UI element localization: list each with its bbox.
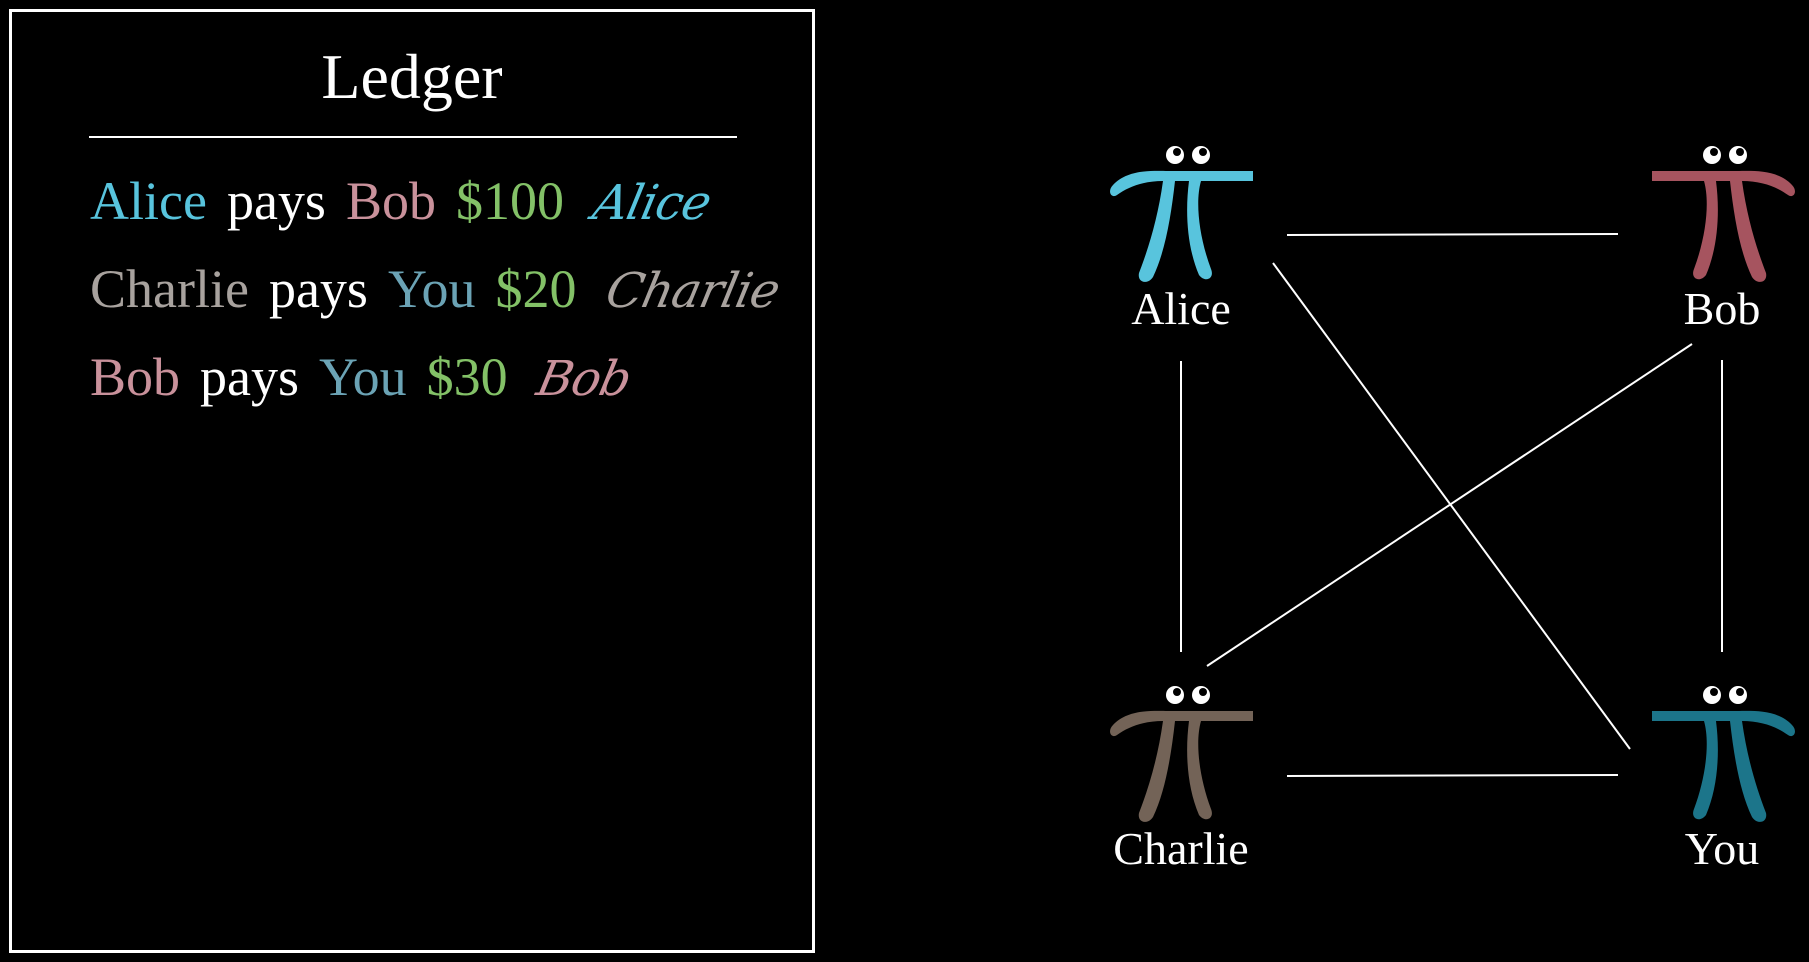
node-charlie — [1110, 686, 1253, 822]
entry-payee: Bob — [345, 171, 436, 231]
edge-alice-bob — [1286, 233, 1619, 236]
ledger-title: Ledger — [321, 41, 503, 112]
pi-creature-icon — [1110, 686, 1253, 822]
node-alice — [1110, 146, 1253, 282]
node-label-charlie: Charlie — [1113, 823, 1249, 874]
entry-amount: $100 — [455, 171, 564, 231]
entry-amount: $30 — [426, 347, 508, 407]
ledger-panel: Ledger Alice pays Bob $100 Alice Charlie… — [9, 9, 815, 953]
entry-verb: pays — [226, 171, 326, 231]
edge-bob-charlie — [1206, 343, 1693, 667]
entry-payee: You — [319, 347, 407, 407]
node-you — [1652, 686, 1795, 822]
entry-payer: Charlie — [90, 259, 249, 319]
entry-payer: Bob — [90, 347, 181, 407]
node-bob — [1652, 146, 1795, 282]
edge-alice-you — [1272, 262, 1631, 750]
entry-amount: $20 — [495, 259, 577, 319]
edge-charlie-you — [1286, 774, 1619, 777]
node-label-alice: Alice — [1131, 283, 1231, 334]
node-label-bob: Bob — [1683, 283, 1761, 334]
node-label-you: You — [1684, 823, 1760, 874]
ledger-divider — [89, 136, 737, 138]
pi-creature-icon — [1110, 146, 1253, 282]
pi-creature-icon — [1652, 146, 1795, 282]
ledger-entry: Charlie pays You $20 Charlie — [90, 258, 798, 320]
entry-verb: pays — [200, 347, 300, 407]
entry-verb: pays — [268, 259, 368, 319]
ledger-entry: Bob pays You $30 Bob — [90, 346, 650, 408]
entry-payer: Alice — [90, 171, 207, 231]
ledger-entry: Alice pays Bob $100 Alice — [90, 170, 730, 232]
entry-payee: You — [387, 259, 476, 319]
network-edges — [1180, 233, 1723, 777]
pi-creature-icon — [1652, 686, 1795, 822]
